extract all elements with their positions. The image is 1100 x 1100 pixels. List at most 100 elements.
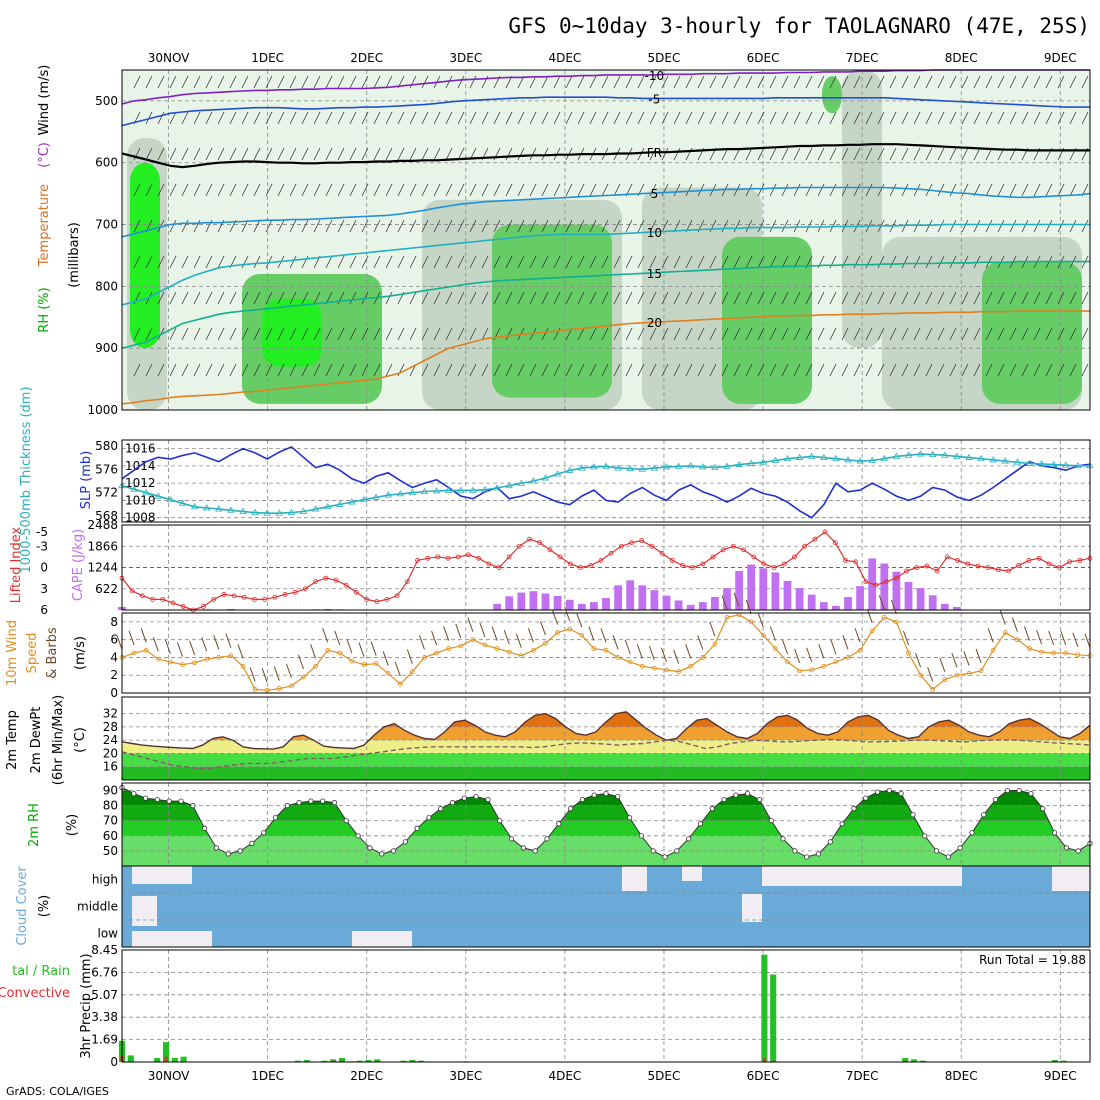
wind-barb bbox=[709, 327, 717, 341]
rh-marker bbox=[922, 833, 928, 839]
lifted-index-marker bbox=[506, 554, 512, 560]
wind-barb bbox=[229, 327, 237, 341]
wind-barb bbox=[301, 147, 309, 161]
series-marker bbox=[493, 484, 501, 491]
wind-barb bbox=[661, 75, 669, 89]
wind-barb bbox=[769, 219, 777, 233]
y-tick-label: 32 bbox=[103, 707, 118, 721]
wind-barb bbox=[217, 291, 225, 305]
rh-marker bbox=[520, 845, 526, 851]
wind-barb bbox=[889, 363, 897, 377]
wind-speed-marker bbox=[845, 655, 851, 660]
lifted-index-marker bbox=[129, 588, 135, 594]
wind-barb bbox=[757, 291, 765, 305]
wind-barb bbox=[445, 111, 453, 125]
wind-barb bbox=[409, 111, 417, 125]
wind-barb bbox=[493, 255, 501, 269]
wind-barb bbox=[890, 599, 897, 615]
rh-marker bbox=[603, 790, 609, 797]
wind-barb bbox=[157, 219, 165, 233]
wind-barb bbox=[793, 363, 801, 377]
y-tick-label: 572 bbox=[95, 486, 118, 500]
wind-barb bbox=[793, 111, 801, 125]
wind-barb bbox=[1081, 363, 1089, 377]
wind-barb bbox=[709, 291, 717, 305]
wind-barb bbox=[721, 363, 729, 377]
wind-barb bbox=[1033, 291, 1041, 305]
wind-speed-marker bbox=[434, 650, 440, 656]
wind-barb bbox=[373, 111, 381, 125]
panel-frame bbox=[121, 865, 1091, 948]
wind-barb bbox=[193, 75, 201, 89]
wind10-barbs-label: & Barbs bbox=[45, 627, 60, 679]
wind-barb bbox=[781, 363, 789, 377]
wind-barb bbox=[541, 291, 549, 305]
wind-barb bbox=[1045, 183, 1053, 197]
cape-bar bbox=[662, 595, 671, 610]
wind-barb bbox=[709, 255, 717, 269]
wind-barb bbox=[205, 147, 213, 161]
lifted-index-marker bbox=[425, 555, 431, 561]
wind-barb bbox=[997, 75, 1005, 89]
wind-barb bbox=[310, 644, 317, 659]
bottom-date-labels: 30NOV 1DEC 2DEC 3DEC 4DEC 5DEC 6DEC 7DEC 8DEC 9DE… bbox=[148, 1069, 1077, 1083]
rh-marker bbox=[721, 796, 727, 803]
y-tick-label: 700 bbox=[95, 218, 118, 232]
wind-barb bbox=[253, 291, 261, 305]
rh-marker bbox=[674, 848, 680, 854]
y-tick-label: 1244 bbox=[87, 561, 118, 575]
wind-speed-marker bbox=[180, 662, 185, 667]
wind-speed-marker bbox=[966, 671, 972, 676]
wind-barb bbox=[397, 111, 405, 125]
lifted-index-marker bbox=[985, 565, 991, 570]
wind-speed-marker bbox=[652, 665, 657, 671]
cape-bar bbox=[227, 608, 235, 610]
rh-marker bbox=[461, 795, 467, 801]
lifted-index-marker bbox=[659, 550, 665, 556]
wind-barb bbox=[601, 255, 609, 269]
wind-barb bbox=[829, 291, 837, 305]
wind-barb bbox=[229, 111, 237, 125]
wind-barb bbox=[925, 147, 933, 161]
wind-speed-marker bbox=[288, 683, 294, 689]
cape-bar bbox=[323, 608, 332, 610]
lifted-index-marker bbox=[873, 582, 879, 588]
lifted-index-marker bbox=[843, 558, 848, 563]
wind-barb bbox=[205, 111, 213, 125]
wind-barb bbox=[913, 147, 921, 161]
lifted-index-marker bbox=[516, 543, 522, 549]
wind-speed-marker bbox=[748, 619, 754, 625]
wind-barb bbox=[613, 111, 621, 125]
series-marker bbox=[953, 452, 961, 459]
wind-barb bbox=[337, 75, 345, 89]
date-label-bottom: 2DEC bbox=[350, 1069, 383, 1083]
wind-barb bbox=[337, 183, 345, 197]
wind-barb bbox=[793, 147, 801, 161]
wind-barb bbox=[409, 291, 417, 305]
precip-total-bar bbox=[171, 1058, 178, 1062]
wind-barb bbox=[261, 668, 268, 683]
wind-barb bbox=[925, 363, 933, 377]
cape-bar bbox=[795, 588, 804, 610]
wind-barb bbox=[853, 255, 861, 269]
wind-barb bbox=[793, 183, 801, 197]
wind-barb bbox=[133, 183, 141, 197]
rh-marker bbox=[709, 806, 715, 812]
wind-barb bbox=[817, 219, 825, 233]
precip-total-bar bbox=[338, 1058, 346, 1062]
series-marker bbox=[638, 465, 647, 472]
wind-barb bbox=[903, 630, 909, 646]
lifted-index-axis-label: Lifted Index bbox=[9, 526, 24, 603]
lifted-index-marker bbox=[241, 594, 247, 600]
wind-barb bbox=[334, 630, 341, 646]
wind-barb bbox=[829, 147, 837, 161]
wind-barb bbox=[589, 75, 597, 89]
wind-barb bbox=[805, 111, 813, 125]
date-label-top: 1DEC bbox=[251, 51, 284, 65]
wind-barb bbox=[457, 111, 465, 125]
wind-speed-marker bbox=[676, 669, 681, 675]
wind-barb bbox=[409, 255, 417, 269]
cape-bar bbox=[541, 593, 550, 610]
wind-barb bbox=[661, 219, 669, 233]
